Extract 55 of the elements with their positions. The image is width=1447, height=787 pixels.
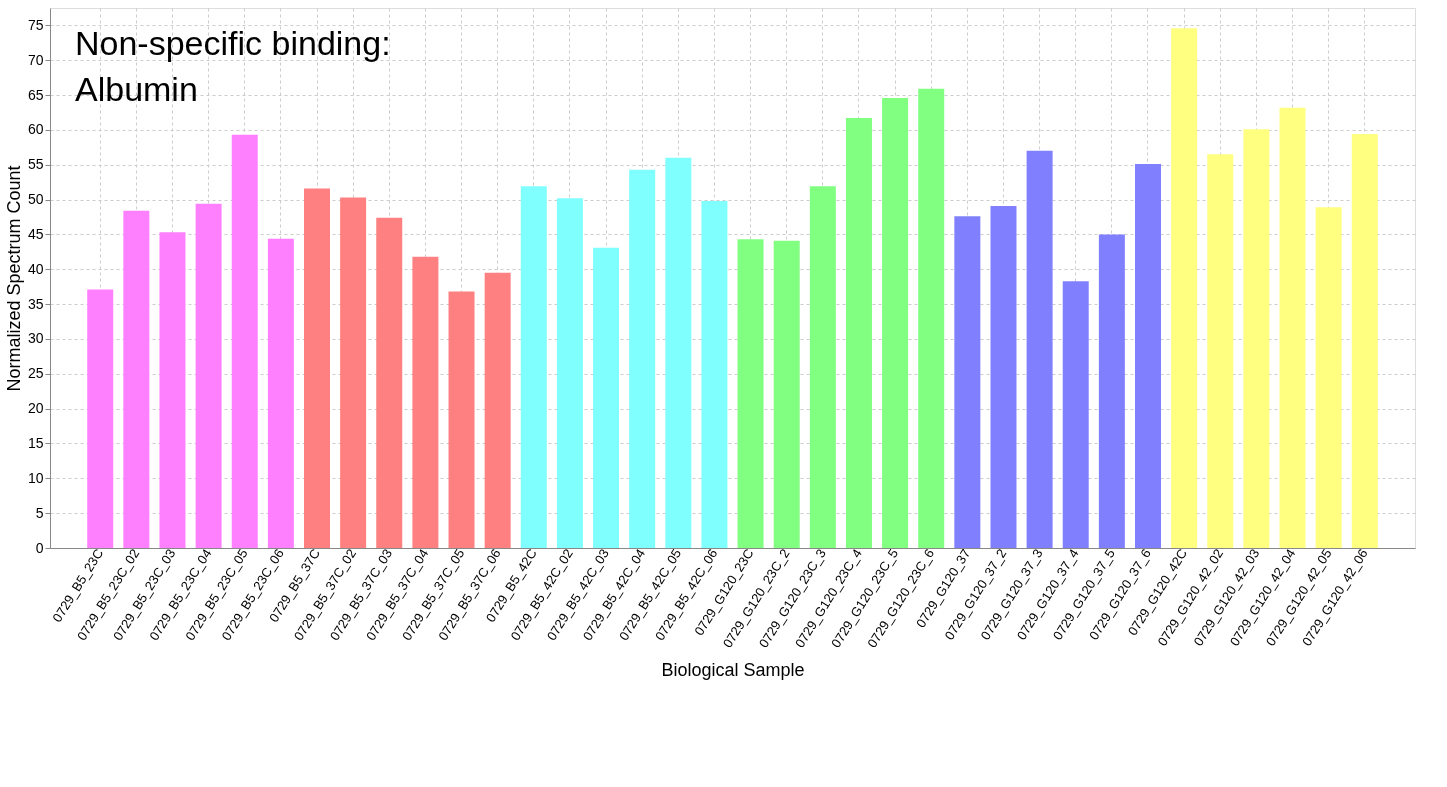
- bar: [1243, 129, 1270, 548]
- y-tick-label: 20: [27, 400, 44, 417]
- bar: [773, 240, 800, 548]
- bar: [267, 238, 294, 548]
- bar: [159, 232, 186, 548]
- bar: [1207, 154, 1234, 548]
- bar: [954, 216, 981, 548]
- bar: [1279, 107, 1306, 548]
- bar: [809, 186, 836, 548]
- y-tick-label: 15: [27, 434, 44, 451]
- bar: [1062, 281, 1089, 548]
- bar: [484, 272, 511, 548]
- bar: [231, 134, 258, 548]
- bar: [340, 197, 367, 548]
- bar: [1098, 234, 1125, 548]
- bar: [1171, 28, 1198, 548]
- bar: [1026, 150, 1053, 548]
- bar: [882, 97, 909, 548]
- bar: [304, 188, 330, 548]
- y-tick-label: 55: [27, 156, 44, 173]
- bar: [195, 203, 222, 548]
- bar: [737, 239, 764, 548]
- y-tick-label: 10: [27, 469, 44, 486]
- y-tick-label: 35: [27, 295, 44, 312]
- y-tick-label: 30: [27, 330, 44, 347]
- y-tick-label: 25: [27, 365, 44, 382]
- y-tick-label: 0: [35, 539, 44, 556]
- bar: [845, 118, 872, 548]
- y-tick-label: 70: [27, 51, 44, 68]
- y-tick-label: 60: [27, 121, 44, 138]
- bar: [376, 217, 403, 548]
- bar: [629, 169, 656, 548]
- bar: [701, 201, 728, 548]
- y-axis-title: Normalized Spectrum Count: [3, 165, 24, 392]
- bar: [87, 289, 114, 548]
- y-tick-label: 45: [27, 225, 44, 242]
- bar: [593, 247, 620, 548]
- bar: [1315, 207, 1342, 548]
- bar: [520, 186, 547, 548]
- y-tick-label: 50: [27, 191, 44, 208]
- bar: [448, 291, 475, 548]
- y-tick-label: 5: [35, 504, 44, 521]
- bar: [1351, 134, 1378, 548]
- x-axis-title: Biological Sample: [661, 660, 805, 681]
- y-tick-label: 40: [27, 260, 44, 277]
- bar: [990, 205, 1017, 548]
- annotation: Non-specific binding: Albumin: [75, 24, 391, 108]
- y-tick-label: 65: [27, 86, 44, 103]
- bar: [1135, 164, 1161, 548]
- bar: [665, 157, 692, 548]
- y-tick-label: 75: [27, 16, 44, 33]
- bar: [412, 256, 439, 548]
- bar: [918, 88, 945, 548]
- bar: [556, 198, 583, 548]
- bar: [123, 210, 150, 548]
